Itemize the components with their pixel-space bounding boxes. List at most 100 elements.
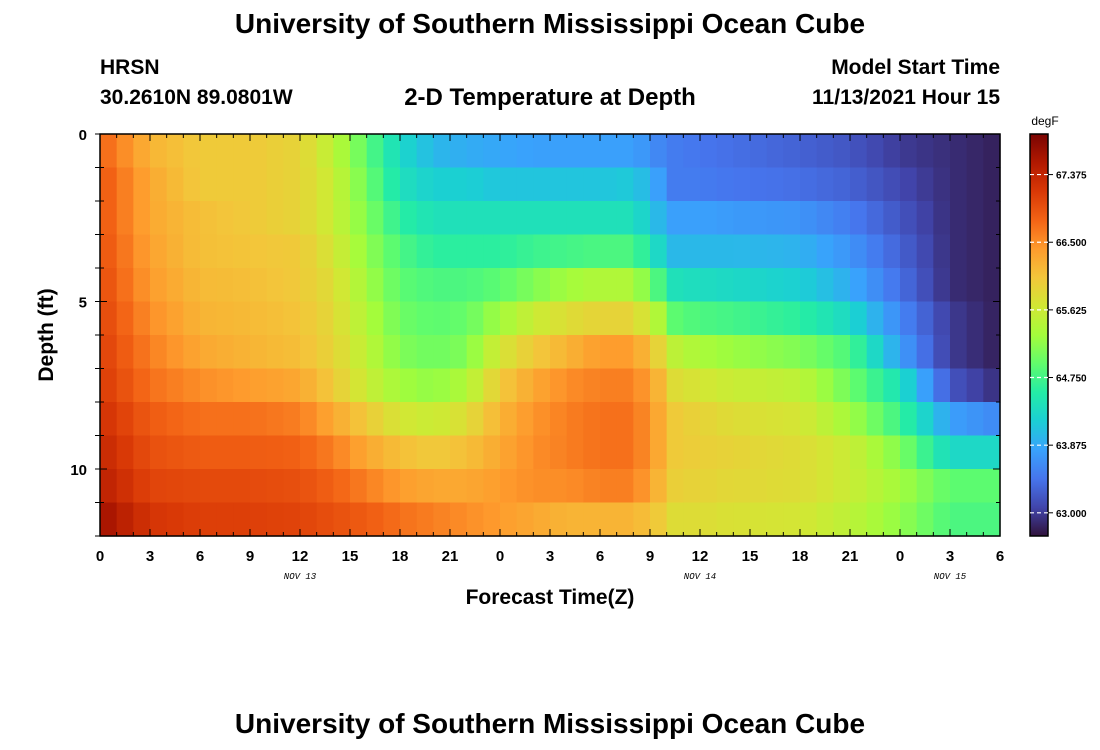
- heatmap-cell: [316, 167, 334, 202]
- heatmap-cell: [450, 201, 468, 236]
- heatmap-cell: [216, 335, 234, 370]
- heatmap-cell: [916, 402, 934, 437]
- heatmap-cell: [866, 502, 884, 537]
- heatmap-cell: [466, 268, 484, 303]
- heatmap-cell: [583, 234, 601, 269]
- heatmap-cell: [200, 502, 218, 537]
- heatmap-cell: [883, 502, 901, 537]
- heatmap-cell: [700, 134, 718, 169]
- heatmap-cell: [900, 335, 918, 370]
- heatmap-cell: [433, 201, 451, 236]
- heatmap-cell: [233, 268, 251, 303]
- date-label: NOV 15: [934, 572, 967, 582]
- heatmap-cell: [483, 469, 501, 504]
- heatmap-cell: [100, 335, 118, 370]
- heatmap-cell: [133, 268, 151, 303]
- heatmap-cell: [800, 368, 818, 403]
- heatmap-cell: [333, 201, 351, 236]
- heatmap-cell: [566, 402, 584, 437]
- heatmap-cell: [883, 167, 901, 202]
- heatmap-cell: [333, 301, 351, 336]
- heatmap-cell: [716, 435, 734, 470]
- heatmap-cell: [583, 368, 601, 403]
- heatmap-cell: [716, 134, 734, 169]
- heatmap-cell: [733, 167, 751, 202]
- heatmap-cell: [383, 469, 401, 504]
- heatmap-cell: [883, 469, 901, 504]
- heatmap-cell: [783, 167, 801, 202]
- heatmap-cell: [500, 469, 518, 504]
- heatmap-cell: [783, 268, 801, 303]
- heatmap-cell: [266, 435, 284, 470]
- x-axis: 0 3 6 9 12 15 18 21 0 3 6 9 12 15 18 21 0 3 6 NOV 13 NOV 14 N…: [96, 134, 1004, 582]
- heatmap-cell: [933, 234, 951, 269]
- heatmap-cell: [100, 502, 118, 537]
- heatmap-cell: [383, 268, 401, 303]
- heatmap-cell: [750, 201, 768, 236]
- heatmap-cell: [433, 268, 451, 303]
- heatmap-cell: [900, 167, 918, 202]
- heatmap-cell: [616, 134, 634, 169]
- heatmap-cell: [950, 234, 968, 269]
- heatmap-cell: [166, 301, 184, 336]
- heatmap-cell: [966, 234, 984, 269]
- heatmap-cell: [400, 234, 418, 269]
- colorbar-tick-label: 67.375: [1056, 171, 1087, 182]
- heatmap-cell: [933, 469, 951, 504]
- heatmap-cell: [533, 301, 551, 336]
- heatmap-cell: [950, 402, 968, 437]
- heatmap-cell: [383, 435, 401, 470]
- heatmap-cell: [400, 301, 418, 336]
- heatmap-cell: [833, 134, 851, 169]
- heatmap-cell: [216, 268, 234, 303]
- heatmap-cell: [433, 469, 451, 504]
- heatmap-cell: [933, 335, 951, 370]
- heatmap-cell: [416, 368, 434, 403]
- heatmap-cell: [850, 201, 868, 236]
- heatmap-cell: [433, 335, 451, 370]
- heatmap-cell: [866, 301, 884, 336]
- heatmap-cell: [116, 435, 134, 470]
- heatmap-cell: [500, 502, 518, 537]
- x-tick-label: 9: [646, 548, 654, 565]
- heatmap-cell: [450, 368, 468, 403]
- heatmap-cell: [116, 268, 134, 303]
- heatmap-cell: [550, 234, 568, 269]
- x-axis-label: Forecast Time(Z): [466, 586, 635, 609]
- heatmap-cell: [233, 301, 251, 336]
- heatmap-cell: [233, 167, 251, 202]
- heatmap-cell: [816, 234, 834, 269]
- heatmap-cell: [266, 234, 284, 269]
- heatmap-cell: [283, 435, 301, 470]
- heatmap-cell: [633, 301, 651, 336]
- heatmap-cell: [700, 268, 718, 303]
- heatmap-cell: [550, 368, 568, 403]
- heatmap-cell: [866, 368, 884, 403]
- heatmap-cell: [916, 301, 934, 336]
- heatmap-cell: [616, 402, 634, 437]
- heatmap-cell: [366, 368, 384, 403]
- heatmap-cell: [333, 134, 351, 169]
- heatmap-cell: [200, 402, 218, 437]
- heatmap-cell: [550, 335, 568, 370]
- heatmap-cell: [916, 368, 934, 403]
- heatmap-cell: [983, 402, 1001, 437]
- heatmap-cell: [483, 502, 501, 537]
- heatmap-cell: [216, 134, 234, 169]
- heatmap-cell: [100, 167, 118, 202]
- date-label: NOV 13: [284, 572, 317, 582]
- heatmap-cell: [800, 201, 818, 236]
- heatmap-cell: [133, 335, 151, 370]
- heatmap-cell: [100, 134, 118, 169]
- heatmap-cell: [750, 435, 768, 470]
- heatmap-cell: [700, 234, 718, 269]
- heatmap-cell: [133, 301, 151, 336]
- heatmap-cell: [783, 234, 801, 269]
- heatmap-cell: [333, 335, 351, 370]
- heatmap-cell: [500, 234, 518, 269]
- heatmap-cell: [483, 435, 501, 470]
- heatmap-cell: [833, 502, 851, 537]
- heatmap-cell: [866, 167, 884, 202]
- heatmap-cell: [100, 201, 118, 236]
- heatmap-cell: [516, 134, 534, 169]
